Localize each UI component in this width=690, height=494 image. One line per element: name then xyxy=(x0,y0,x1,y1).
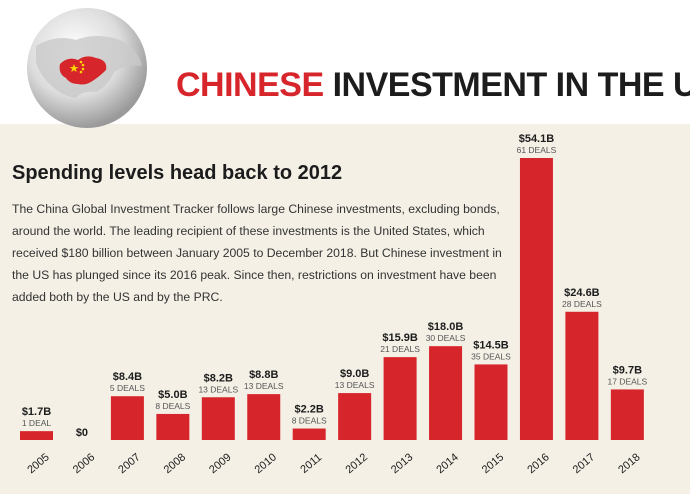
value-label-2010: $8.8B xyxy=(249,369,278,381)
bar-2010 xyxy=(247,394,281,440)
value-label-2007: $8.4B xyxy=(113,371,142,383)
x-tick-2007: 2007 xyxy=(116,451,142,476)
bar-2018 xyxy=(610,389,644,440)
x-tick-2014: 2014 xyxy=(434,451,460,476)
x-tick-2013: 2013 xyxy=(389,451,415,476)
deal-label-2007: 5 DEALS xyxy=(110,383,145,393)
value-label-2014: $18.0B xyxy=(428,321,464,333)
deal-label-2013: 21 DEALS xyxy=(380,344,420,354)
value-label-2009: $8.2B xyxy=(204,372,233,384)
bar-2007 xyxy=(110,396,144,440)
deal-label-2018: 17 DEALS xyxy=(607,376,647,386)
intro-text: The China Global Investment Tracker foll… xyxy=(12,202,502,304)
subtitle: Spending levels head back to 2012 xyxy=(12,162,343,184)
deal-label-2010: 13 DEALS xyxy=(244,381,284,391)
x-tick-2010: 2010 xyxy=(253,451,279,476)
title-part2: INVESTMENT IN THE US xyxy=(332,66,690,104)
value-label-2006: $0 xyxy=(76,427,88,439)
page-title: CHINESE INVESTMENT IN THE US xyxy=(176,66,690,105)
value-label-2018: $9.7B xyxy=(613,364,642,376)
x-tick-2006: 2006 xyxy=(71,451,97,476)
x-tick-2012: 2012 xyxy=(343,451,369,476)
bar-2012 xyxy=(338,393,372,440)
deal-label-2017: 28 DEALS xyxy=(562,299,602,309)
bar-2011 xyxy=(292,428,326,440)
bar-2005 xyxy=(20,431,53,440)
deal-label-2005: 1 DEAL xyxy=(22,418,52,428)
x-tick-2016: 2016 xyxy=(525,451,551,476)
x-tick-2008: 2008 xyxy=(162,451,188,476)
value-label-2015: $14.5B xyxy=(473,339,509,351)
value-label-2011: $2.2B xyxy=(295,404,324,416)
deal-label-2014: 30 DEALS xyxy=(426,333,466,343)
bar-2009 xyxy=(201,397,235,440)
deal-label-2008: 8 DEALS xyxy=(155,401,190,411)
bar-2013 xyxy=(383,357,417,440)
value-label-2016: $54.1B xyxy=(519,133,555,145)
value-label-2017: $24.6B xyxy=(564,287,600,299)
bar-2008 xyxy=(156,413,190,440)
value-label-2005: $1.7B xyxy=(22,406,51,418)
deal-label-2012: 13 DEALS xyxy=(335,380,375,390)
value-label-2012: $9.0B xyxy=(340,368,369,380)
bar-2014 xyxy=(429,346,463,440)
x-tick-2009: 2009 xyxy=(207,451,233,476)
x-tick-2005: 2005 xyxy=(25,451,51,476)
bar-2017 xyxy=(565,311,599,440)
deal-label-2011: 8 DEALS xyxy=(292,416,327,426)
value-label-2013: $15.9B xyxy=(382,332,418,344)
deal-label-2009: 13 DEALS xyxy=(198,384,238,394)
deal-label-2015: 35 DEALS xyxy=(471,351,511,361)
bar-2015 xyxy=(474,364,508,440)
deal-label-2016: 61 DEALS xyxy=(517,145,557,155)
bar-2016 xyxy=(519,158,553,440)
x-tick-2011: 2011 xyxy=(298,452,324,476)
x-tick-2018: 2018 xyxy=(616,451,642,476)
globe-icon xyxy=(27,8,147,128)
x-tick-2015: 2015 xyxy=(480,451,506,476)
x-tick-2017: 2017 xyxy=(571,451,597,476)
value-label-2008: $5.0B xyxy=(158,389,187,401)
title-part1: CHINESE xyxy=(176,66,324,104)
